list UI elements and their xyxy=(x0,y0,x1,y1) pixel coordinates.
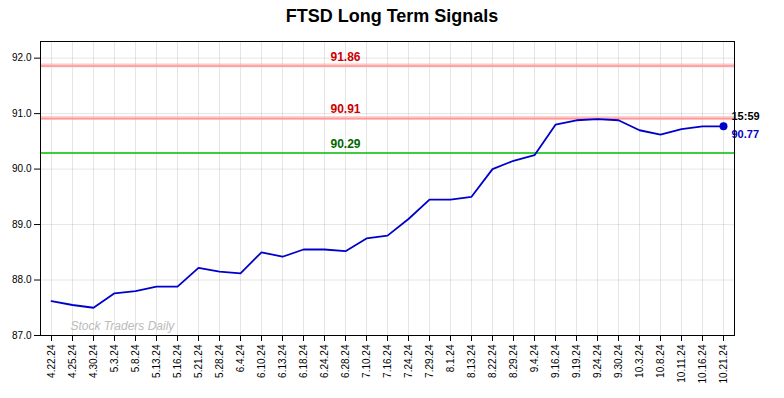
svg-text:90.91: 90.91 xyxy=(330,102,360,116)
svg-text:6.18.24: 6.18.24 xyxy=(298,344,309,378)
svg-text:92.0: 92.0 xyxy=(12,52,32,63)
svg-text:9.30.24: 9.30.24 xyxy=(613,344,624,378)
svg-text:6.10.24: 6.10.24 xyxy=(256,344,267,378)
svg-text:8.29.24: 8.29.24 xyxy=(508,344,519,378)
svg-text:5.8.24: 5.8.24 xyxy=(130,344,141,372)
svg-text:4.25.24: 4.25.24 xyxy=(67,344,78,378)
svg-text:6.24.24: 6.24.24 xyxy=(319,344,330,378)
svg-text:6.4.24: 6.4.24 xyxy=(235,344,246,372)
svg-text:89.0: 89.0 xyxy=(12,219,32,230)
svg-text:5.21.24: 5.21.24 xyxy=(193,344,204,378)
svg-text:5.13.24: 5.13.24 xyxy=(151,344,162,378)
svg-text:9.16.24: 9.16.24 xyxy=(550,344,561,378)
svg-text:10.16.24: 10.16.24 xyxy=(697,344,708,383)
svg-text:88.0: 88.0 xyxy=(12,274,32,285)
svg-text:87.0: 87.0 xyxy=(12,330,32,341)
svg-text:5.16.24: 5.16.24 xyxy=(172,344,183,378)
svg-text:10.8.24: 10.8.24 xyxy=(655,344,666,378)
svg-text:90.77: 90.77 xyxy=(732,128,760,140)
svg-text:4.22.24: 4.22.24 xyxy=(46,344,57,378)
svg-text:7.24.24: 7.24.24 xyxy=(403,344,414,378)
svg-text:7.10.24: 7.10.24 xyxy=(361,344,372,378)
svg-text:8.1.24: 8.1.24 xyxy=(445,344,456,372)
svg-text:6.13.24: 6.13.24 xyxy=(277,344,288,378)
svg-text:90.0: 90.0 xyxy=(12,163,32,174)
svg-text:5.3.24: 5.3.24 xyxy=(109,344,120,372)
svg-text:10.3.24: 10.3.24 xyxy=(634,344,645,378)
svg-text:10.21.24: 10.21.24 xyxy=(718,344,729,383)
svg-text:8.13.24: 8.13.24 xyxy=(466,344,477,378)
svg-text:7.16.24: 7.16.24 xyxy=(382,344,393,378)
svg-text:91.0: 91.0 xyxy=(12,108,32,119)
svg-text:9.24.24: 9.24.24 xyxy=(592,344,603,378)
svg-text:90.29: 90.29 xyxy=(330,137,360,151)
svg-text:91.86: 91.86 xyxy=(330,50,360,64)
svg-text:5.28.24: 5.28.24 xyxy=(214,344,225,378)
html-text:FTSD Long Term Signals: FTSD Long Term Signals xyxy=(285,6,499,26)
svg-text:9.19.24: 9.19.24 xyxy=(571,344,582,378)
svg-text:8.22.24: 8.22.24 xyxy=(487,344,498,378)
svg-text:6.28.24: 6.28.24 xyxy=(340,344,351,378)
svg-text:4.30.24: 4.30.24 xyxy=(88,344,99,378)
svg-text:15:59: 15:59 xyxy=(732,110,760,122)
svg-text:Stock Traders Daily: Stock Traders Daily xyxy=(71,319,176,333)
svg-text:9.4.24: 9.4.24 xyxy=(529,344,540,372)
svg-text:7.29.24: 7.29.24 xyxy=(424,344,435,378)
svg-text:10.11.24: 10.11.24 xyxy=(676,344,687,383)
